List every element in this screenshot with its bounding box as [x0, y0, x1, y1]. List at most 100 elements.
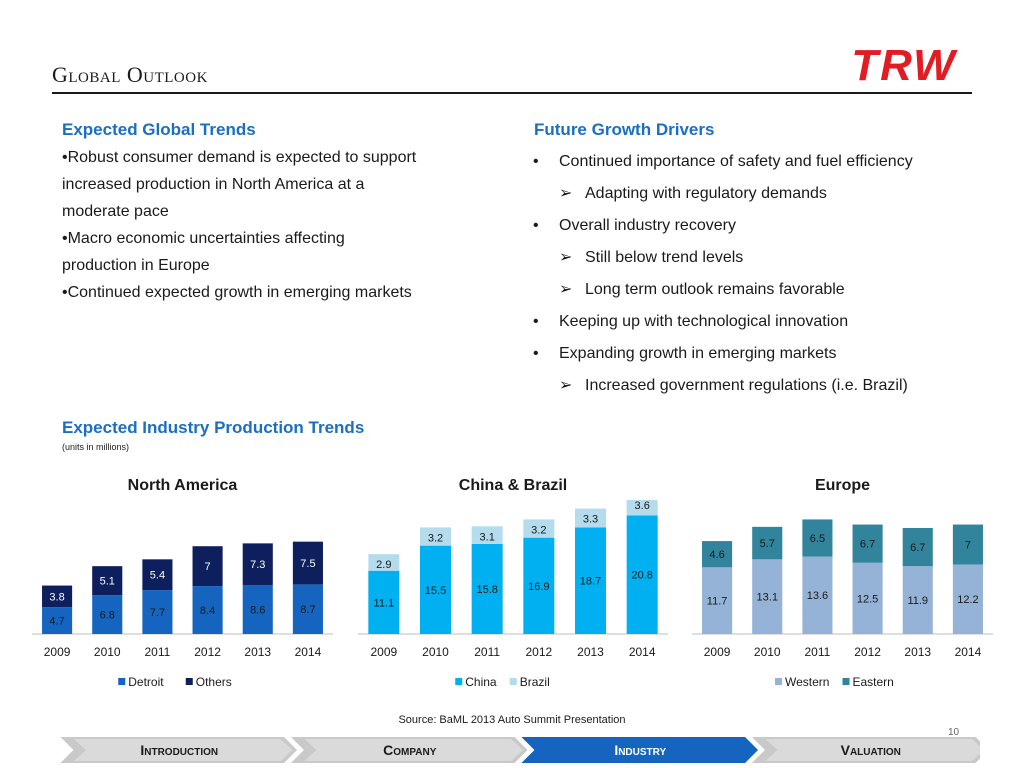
- bar-segment-detroit: [242, 584, 273, 634]
- bar-segment-others: [192, 546, 223, 587]
- arrow-bullet-icon: ➢: [559, 281, 573, 298]
- driver-sub-bullet: ➢ Adapting with regulatory demands: [533, 178, 913, 210]
- x-tick-label: 2011: [474, 645, 500, 659]
- nav-tab-valuation[interactable]: Valuation: [748, 736, 981, 764]
- nav-tab-label: Industry: [614, 742, 666, 758]
- data-label: 7: [205, 561, 211, 573]
- x-tick-label: 2011: [145, 645, 171, 659]
- bar-segment-brazil: [626, 500, 658, 516]
- driver-text: Expanding growth in emerging markets: [559, 345, 837, 362]
- driver-sub-bullet: ➢ Increased government regulations (i.e. …: [533, 370, 913, 402]
- x-tick-label: 2012: [854, 645, 881, 659]
- driver-bullet: • Expanding growth in emerging markets: [533, 338, 913, 370]
- trend-line: •Macro economic uncertainties affecting: [62, 230, 345, 247]
- nav-tab-label: Introduction: [140, 742, 218, 758]
- data-label: 3.6: [635, 500, 650, 512]
- driver-text: Long term outlook remains favorable: [585, 281, 845, 298]
- data-label: 7.3: [250, 559, 265, 571]
- bullet-icon: •: [533, 217, 539, 234]
- stacked-bar-chart: 11.7 4.6 2009 13.1 5.7 2010 13.6 6.5 2011 12.5 6.7…: [692, 519, 993, 689]
- bullet-icon: •: [533, 345, 539, 362]
- legend-label: Brazil: [520, 675, 550, 689]
- nav-tab-label: Valuation: [841, 742, 901, 758]
- bar-segment-china: [523, 537, 555, 634]
- data-label: 3.2: [428, 532, 443, 544]
- bar-segment-others: [142, 559, 173, 591]
- bar-segment-brazil: [575, 508, 606, 528]
- data-label: 13.1: [757, 592, 778, 604]
- x-tick-label: 2011: [805, 645, 831, 659]
- data-label: 11.9: [907, 595, 928, 607]
- growth-drivers-list: • Continued importance of safety and fuel…: [533, 146, 913, 402]
- units-note: (units in millions): [62, 442, 130, 452]
- bar-segment-china: [626, 515, 658, 634]
- logo-mark: TRW: [851, 42, 958, 86]
- data-label: 7.7: [150, 607, 165, 619]
- data-label: 15.5: [425, 585, 446, 597]
- bar-segment-eastern: [802, 519, 833, 557]
- nav-tab-highlight: [304, 739, 523, 761]
- data-label: 6.7: [910, 542, 925, 554]
- driver-bullet: • Overall industry recovery: [533, 210, 913, 242]
- nav-tab-company[interactable]: Company: [287, 736, 531, 764]
- x-tick-label: 2014: [955, 645, 982, 659]
- x-tick-label: 2012: [525, 645, 552, 659]
- production-trends-heading: Expected Industry Production Trends: [62, 418, 365, 437]
- legend-swatch: [118, 678, 126, 685]
- bar-segment-eastern: [952, 524, 983, 565]
- data-label: 7.5: [300, 558, 315, 570]
- growth-drivers-heading: Future Growth Drivers: [534, 120, 715, 139]
- data-label: 12.2: [957, 594, 978, 606]
- legend-label: China: [465, 675, 497, 689]
- driver-text: Increased government regulations (i.e. B…: [585, 377, 908, 394]
- bar-segment-eastern: [852, 524, 883, 563]
- data-label: 3.3: [583, 514, 598, 526]
- trw-logo: TRW: [851, 42, 958, 86]
- data-label: 15.8: [476, 584, 497, 596]
- bar-segment-detroit: [142, 590, 173, 634]
- nav-tab-industry[interactable]: Industry: [517, 736, 761, 764]
- data-label: 2.9: [376, 559, 391, 571]
- bullet-icon: •: [533, 313, 539, 330]
- data-label: 8.7: [300, 604, 315, 616]
- bar-segment-brazil: [420, 527, 451, 546]
- x-tick-label: 2009: [44, 645, 71, 659]
- legend-swatch: [842, 678, 850, 685]
- bar-segment-others: [92, 566, 123, 596]
- bar-segment-detroit: [292, 584, 323, 634]
- driver-text: Overall industry recovery: [559, 217, 736, 234]
- bar-segment-detroit: [42, 607, 73, 634]
- bar-segment-others: [292, 541, 323, 585]
- data-label: 5.4: [150, 570, 165, 582]
- driver-text: Still below trend levels: [585, 249, 744, 266]
- data-label: 8.4: [200, 605, 215, 617]
- legend-swatch: [509, 678, 517, 685]
- driver-bullet: • Continued importance of safety and fuel…: [533, 146, 913, 178]
- page-title: Global Outlook: [52, 62, 208, 87]
- bar-segment-china: [368, 570, 400, 634]
- nav-tab-introduction[interactable]: Introduction: [58, 736, 300, 764]
- trend-line: moderate pace: [62, 203, 169, 220]
- bar-segment-western: [702, 567, 733, 634]
- data-label: 4.6: [709, 549, 724, 561]
- legend-label: Western: [785, 675, 829, 689]
- legend-swatch: [775, 678, 782, 685]
- nav-tab-highlight: [765, 739, 980, 761]
- data-label: 13.6: [807, 590, 828, 602]
- x-tick-label: 2013: [577, 645, 604, 659]
- chart-title: China & Brazil: [458, 477, 568, 494]
- bar-segment-eastern: [702, 541, 733, 568]
- bar-segment-western: [902, 566, 933, 634]
- driver-text: Keeping up with technological innovation: [559, 313, 849, 330]
- bar-segment-detroit: [92, 595, 123, 634]
- x-tick-label: 2013: [904, 645, 931, 659]
- legend-label: Eastern: [853, 675, 894, 689]
- arrow-bullet-icon: ➢: [559, 377, 573, 394]
- nav-tab-label: Company: [383, 742, 437, 758]
- driver-sub-bullet: ➢ Long term outlook remains favorable: [533, 274, 913, 306]
- legend-swatch: [455, 678, 463, 685]
- data-label: 6.5: [810, 533, 825, 545]
- x-tick-label: 2010: [422, 645, 449, 659]
- logo-text: TRW: [851, 42, 958, 86]
- bar-segment-china: [420, 545, 451, 634]
